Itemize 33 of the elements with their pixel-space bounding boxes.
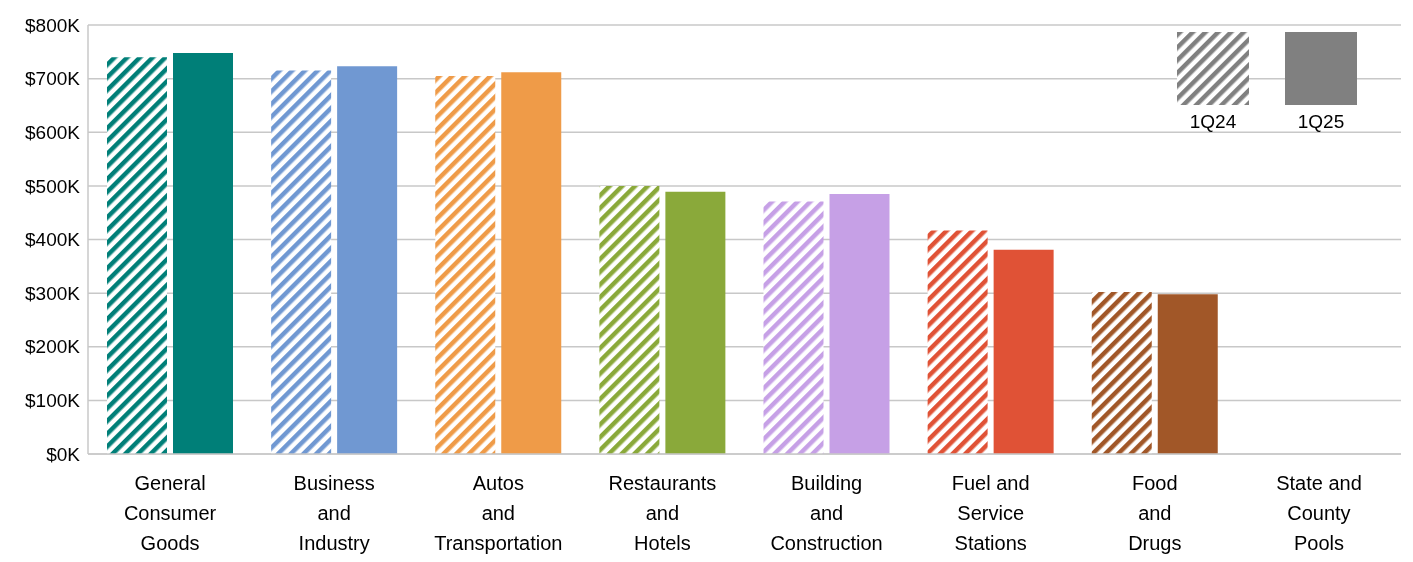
x-tick-label: Business and Industry [293,472,375,554]
bar [927,230,988,454]
bar [501,72,562,454]
bar [993,249,1054,454]
text: 1Q25 [1297,111,1345,133]
bar [665,191,726,454]
x-tick-label: Building and Construction [770,472,883,554]
bar [599,185,660,454]
y-tick-label: $500K [25,175,81,197]
x-tick-label: Food and Drugs [1128,472,1182,554]
y-tick-label: $0K [46,443,81,465]
x-tick-label: State and County Pools [1276,472,1362,554]
y-tick-label: $400K [25,229,81,251]
bar [1091,292,1152,454]
y-tick-label: $300K [25,282,81,304]
bar [107,57,167,454]
text: 1Q24 [1189,111,1237,133]
x-tick-label: General Consumer Goods [123,472,217,554]
x-tick-label: Restaurants and Hotels [608,472,717,554]
y-tick-label: $100K [25,390,81,412]
y-tick-label: $700K [25,68,81,90]
bar [337,66,398,454]
y-tick-label: $200K [25,336,81,358]
bar [763,201,824,454]
bar [829,193,890,454]
y-tick-label: $600K [25,121,81,143]
x-tick-label: Fuel and Service Stations [951,472,1030,554]
x-tick-label: Autos and Transportation [434,472,563,554]
y-tick-label: $800K [25,14,81,36]
bar [173,52,233,454]
bar [435,75,496,454]
bar [271,70,332,454]
bar [1157,294,1218,454]
